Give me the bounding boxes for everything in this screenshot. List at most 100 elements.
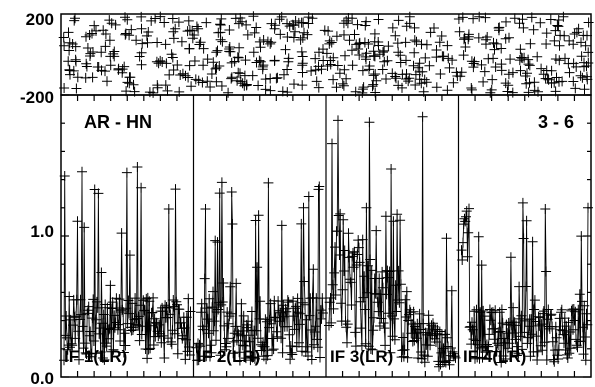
amplitude-point [308, 264, 319, 275]
amplitude-point [526, 329, 537, 340]
amplitude-point [279, 311, 290, 322]
phase-point [69, 15, 80, 26]
amplitude-point [562, 353, 573, 363]
phase-point [387, 68, 398, 79]
amplitude-point [326, 317, 337, 328]
amplitude-point [459, 213, 470, 224]
phase-point [576, 37, 586, 48]
amplitude-point [116, 228, 127, 239]
phase-point [554, 40, 565, 51]
phase-point [442, 85, 453, 96]
amplitude-point [517, 197, 528, 208]
amplitude-series-line [196, 182, 324, 361]
phase-point [288, 32, 299, 43]
phase-point [341, 15, 352, 26]
amplitude-point [478, 305, 489, 316]
amplitude-point [124, 250, 135, 261]
phase-point [257, 64, 268, 75]
amplitude-point [77, 166, 87, 177]
amplitude-point [391, 306, 402, 317]
amplitude-axis-ticks [61, 94, 591, 378]
amplitude-point [78, 343, 89, 354]
amplitude-point [493, 327, 504, 338]
amplitude-point [159, 353, 170, 363]
phase-point [241, 19, 252, 30]
phase-point [560, 53, 570, 64]
phase-point [328, 74, 339, 85]
phase-point [303, 12, 314, 23]
amplitude-point [80, 347, 91, 358]
amplitude-point [580, 332, 590, 342]
phase-tick-label-top: 200 [26, 10, 54, 29]
phase-point [85, 48, 96, 59]
phase-point [96, 65, 107, 76]
amplitude-point [170, 184, 181, 195]
phase-point [224, 42, 235, 52]
amplitude-point [255, 296, 266, 307]
amplitude-point [285, 354, 296, 365]
amplitude-point [356, 323, 367, 334]
phase-point [328, 52, 339, 63]
amplitude-point [447, 346, 458, 357]
amplitude-point [575, 336, 586, 347]
phase-point [401, 21, 412, 32]
phase-point [435, 69, 446, 79]
amplitude-point [366, 265, 377, 276]
phase-point [282, 64, 293, 75]
phase-point [361, 16, 372, 27]
amplitude-point [179, 322, 190, 333]
amplitude-point [354, 257, 365, 268]
amplitude-point [400, 294, 411, 305]
if2-label: IF 2(LR) [197, 347, 260, 366]
amplitude-point [381, 289, 392, 300]
amplitude-point [172, 348, 183, 359]
phase-point [368, 46, 379, 57]
amplitude-point [337, 284, 348, 295]
amplitude-point [324, 297, 335, 308]
amplitude-point [248, 352, 259, 362]
phase-point [392, 38, 403, 49]
phase-point [167, 13, 178, 24]
amplitude-point [402, 352, 413, 363]
amplitude-point [166, 336, 176, 347]
amplitude-point [410, 321, 421, 332]
amplitude-point [210, 235, 221, 246]
amplitude-point [483, 341, 494, 352]
amplitude-point [84, 330, 95, 341]
phase-point [201, 17, 212, 28]
amplitude-point [287, 349, 298, 360]
phase-point [160, 39, 171, 50]
amplitude-point [357, 234, 368, 245]
phase-point [339, 29, 349, 40]
amplitude-point [333, 115, 343, 126]
phase-point [173, 17, 184, 28]
correlation-label: 3 - 6 [538, 112, 574, 132]
amplitude-point [243, 330, 254, 341]
phase-point [549, 35, 560, 46]
amplitude-point [274, 316, 285, 327]
amplitude-point [222, 333, 233, 344]
amplitude-point [85, 326, 96, 337]
phase-point [575, 70, 586, 81]
amplitude-point [130, 293, 141, 304]
amplitude-point [230, 321, 241, 332]
amplitude-point [389, 334, 400, 345]
amplitude-point [119, 328, 130, 339]
amplitude-point [219, 320, 230, 331]
amplitude-point [283, 297, 294, 308]
amplitude-point [296, 218, 307, 229]
phase-point [488, 53, 499, 64]
phase-point [321, 48, 332, 59]
amplitude-point [353, 242, 364, 253]
amplitude-point [408, 306, 419, 317]
phase-point [549, 77, 560, 88]
amplitude-point [493, 340, 504, 351]
phase-point [89, 20, 100, 31]
phase-point [280, 44, 291, 55]
amplitude-point [212, 237, 223, 248]
amplitude-point [198, 324, 209, 335]
amplitude-point [461, 211, 471, 222]
amplitude-point [109, 310, 120, 321]
phase-point [551, 72, 562, 83]
